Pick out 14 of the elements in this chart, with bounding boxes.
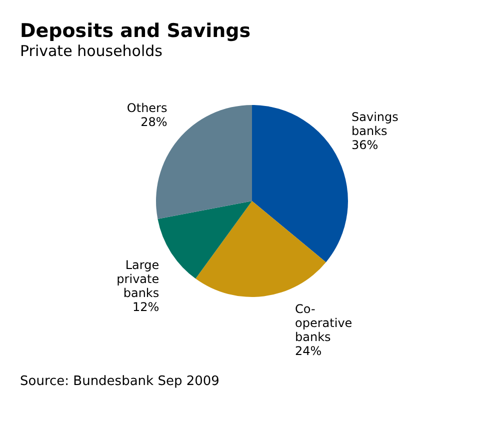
- pie-slice: [196, 201, 326, 297]
- chart-subtitle: Private households: [20, 42, 163, 60]
- slice-label: Others: [126, 100, 168, 115]
- slice-label: Large private banks: [116, 258, 160, 300]
- data-label: 36%: [352, 138, 378, 152]
- chart-title: Deposits and Savings: [20, 20, 251, 42]
- data-label: 12%: [132, 300, 160, 314]
- source-note: Source: Bundesbank Sep 2009: [20, 374, 220, 389]
- slice-label: Savings banks: [352, 110, 398, 138]
- pie-slice: [158, 201, 252, 279]
- pie-slice: [252, 105, 348, 262]
- slice-label: Co-operative banks: [295, 302, 352, 344]
- data-label: 28%: [140, 114, 168, 129]
- data-label: 24%: [295, 344, 322, 358]
